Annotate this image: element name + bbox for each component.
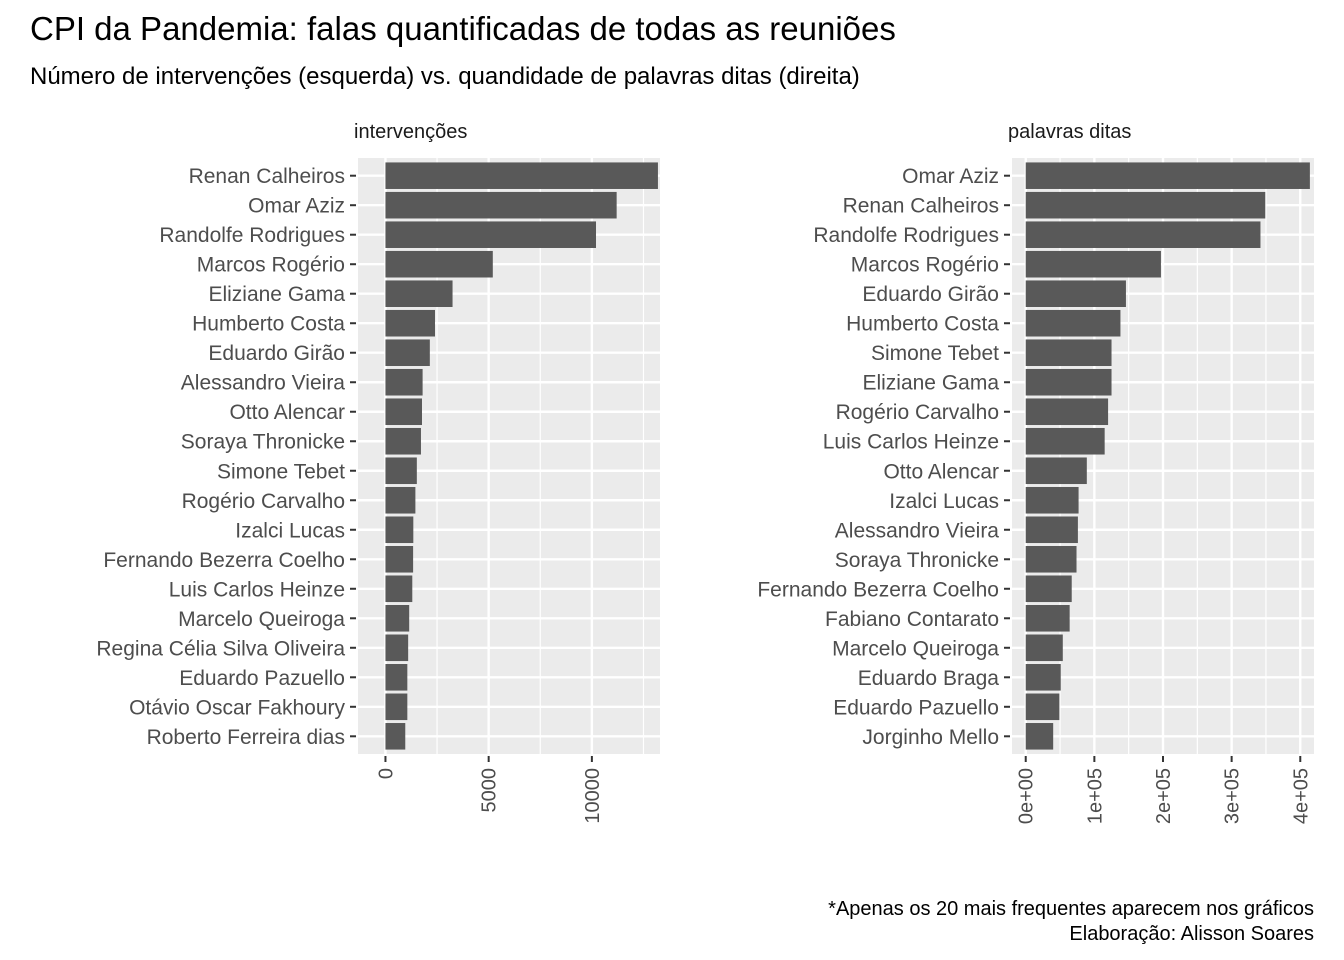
y-tick-label: Randolfe Rodrigues — [813, 224, 999, 247]
y-tick-label: Marcelo Queiroga — [178, 608, 345, 631]
y-tick-label: Fernando Bezerra Coelho — [757, 578, 999, 601]
y-tick-label: Soraya Thronicke — [181, 431, 345, 454]
bar — [1025, 486, 1079, 514]
bar — [1025, 427, 1105, 455]
x-tick-label: 0e+00 — [1016, 768, 1038, 824]
bar — [385, 575, 413, 603]
chart-title: CPI da Pandemia: falas quantificadas de … — [30, 10, 896, 47]
bar — [1025, 162, 1310, 189]
bar — [385, 339, 430, 367]
y-tick-label: Otto Alencar — [883, 460, 999, 483]
y-tick-label: Alessandro Vieira — [835, 519, 1000, 542]
bar — [385, 368, 423, 396]
y-tick-label: Simone Tebet — [871, 342, 999, 365]
y-tick-label: Simone Tebet — [217, 460, 345, 483]
bar — [1025, 545, 1077, 573]
panel-palavras-ditas: palavras ditas Omar Aziz Renan Calheiros Ra… — [757, 121, 1314, 824]
y-tick-label: Eduardo Pazuello — [833, 696, 999, 719]
bar — [1025, 457, 1087, 485]
bar — [1025, 309, 1121, 337]
caption-author: Elaboração: Alisson Soares — [1069, 923, 1314, 945]
bar — [1025, 693, 1060, 721]
y-tick-label: Otávio Oscar Fakhoury — [129, 696, 345, 719]
y-tick-label: Soraya Thronicke — [835, 549, 999, 572]
y-tick-label: Humberto Costa — [846, 313, 999, 336]
bar — [1025, 516, 1078, 544]
bar — [385, 516, 414, 544]
bar — [1025, 664, 1061, 691]
x-tick-label: 0 — [375, 768, 397, 779]
y-tick-label: Marcos Rogério — [851, 254, 999, 277]
bar — [385, 191, 617, 219]
y-tick-label: Fabiano Contarato — [825, 608, 999, 631]
y-tick-label: Regina Célia Silva Oliveira — [96, 637, 345, 660]
bar — [385, 486, 416, 514]
bar — [385, 723, 406, 750]
y-tick-label: Eduardo Pazuello — [179, 667, 345, 690]
y-tick-label: Renan Calheiros — [189, 165, 345, 188]
chart-subtitle: Número de intervenções (esquerda) vs. qu… — [30, 63, 860, 90]
y-tick-label: Randolfe Rodrigues — [159, 224, 345, 247]
bar — [385, 309, 435, 337]
y-tick-label: Marcos Rogério — [197, 254, 345, 277]
y-tick-label: Roberto Ferreira dias — [147, 726, 345, 749]
x-tick-label: 1e+05 — [1084, 768, 1106, 824]
y-tick-label: Marcelo Queiroga — [832, 637, 999, 660]
y-tick-label: Alessandro Vieira — [181, 372, 346, 395]
y-tick-label: Rogério Carvalho — [836, 401, 999, 424]
bar — [1025, 221, 1261, 248]
bar — [1025, 634, 1063, 662]
bar — [1025, 605, 1070, 632]
bar — [385, 250, 493, 278]
caption-note: *Apenas os 20 mais frequentes aparecem n… — [828, 898, 1314, 920]
bar — [385, 221, 597, 248]
panel-intervencoes: intervenções Renan Calheiros Omar Aziz Rand… — [96, 121, 660, 824]
bar — [385, 398, 422, 426]
x-tick-label: 5000 — [479, 768, 501, 813]
x-tick-label: 10000 — [582, 768, 604, 824]
bar — [1025, 575, 1072, 603]
bar — [385, 693, 408, 721]
y-tick-label: Luis Carlos Heinze — [169, 578, 345, 601]
x-tick-label: 2e+05 — [1153, 768, 1175, 824]
panel-title: palavras ditas — [1008, 121, 1131, 143]
x-tick-label: 3e+05 — [1222, 768, 1244, 824]
y-tick-label: Izalci Lucas — [889, 490, 999, 513]
y-tick-label: Omar Aziz — [248, 195, 345, 218]
bar — [1025, 398, 1109, 426]
bar — [1025, 723, 1054, 750]
y-tick-label: Eduardo Girão — [862, 283, 999, 306]
bar — [385, 162, 658, 189]
bar — [385, 545, 414, 573]
bar — [1025, 250, 1161, 278]
y-tick-label: Eliziane Gama — [208, 283, 345, 306]
y-tick-label: Fernando Bezerra Coelho — [103, 549, 345, 572]
y-tick-label: Eliziane Gama — [862, 372, 999, 395]
y-tick-label: Eduardo Braga — [858, 667, 1000, 690]
y-tick-label: Renan Calheiros — [843, 195, 999, 218]
bar — [1025, 339, 1112, 367]
bar — [385, 280, 453, 307]
panel-title: intervenções — [354, 121, 467, 143]
bar — [385, 664, 408, 691]
y-tick-label: Otto Alencar — [229, 401, 345, 424]
bar — [385, 605, 410, 632]
y-tick-label: Humberto Costa — [192, 313, 345, 336]
bar — [1025, 280, 1126, 307]
bar — [385, 634, 409, 662]
bar — [1025, 368, 1112, 396]
y-tick-label: Luis Carlos Heinze — [823, 431, 999, 454]
bar — [1025, 191, 1266, 219]
y-tick-label: Eduardo Girão — [208, 342, 345, 365]
bar — [385, 457, 417, 485]
x-tick-label: 4e+05 — [1290, 768, 1312, 824]
y-tick-label: Jorginho Mello — [862, 726, 999, 749]
y-tick-label: Izalci Lucas — [235, 519, 345, 542]
y-tick-label: Rogério Carvalho — [182, 490, 345, 513]
y-tick-label: Omar Aziz — [902, 165, 999, 188]
bar — [385, 427, 421, 455]
